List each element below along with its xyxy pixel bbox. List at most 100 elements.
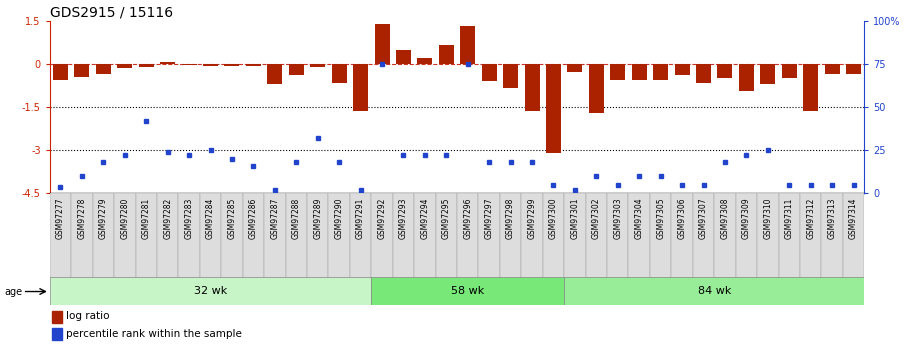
Text: GSM97294: GSM97294 <box>421 197 429 239</box>
Text: GSM97281: GSM97281 <box>142 197 151 239</box>
Bar <box>178 193 200 278</box>
Bar <box>521 193 543 278</box>
Text: GSM97298: GSM97298 <box>506 197 515 239</box>
Bar <box>607 193 628 278</box>
Text: GSM97292: GSM97292 <box>377 197 386 239</box>
Bar <box>92 193 114 278</box>
Text: GSM97307: GSM97307 <box>699 197 708 239</box>
Bar <box>435 193 457 278</box>
Bar <box>736 193 757 278</box>
Bar <box>778 193 800 278</box>
Bar <box>824 64 840 74</box>
Text: GSM97299: GSM97299 <box>528 197 537 239</box>
Bar <box>182 64 196 65</box>
Bar <box>610 64 625 80</box>
Bar <box>286 193 307 278</box>
Text: GSM97302: GSM97302 <box>592 197 601 239</box>
Bar <box>289 64 304 75</box>
Bar <box>50 193 71 278</box>
Text: GSM97283: GSM97283 <box>185 197 194 239</box>
Bar <box>50 277 371 305</box>
Text: 84 wk: 84 wk <box>698 286 731 296</box>
Bar <box>243 193 264 278</box>
Bar <box>628 193 650 278</box>
Bar <box>714 193 736 278</box>
Bar <box>693 193 714 278</box>
Text: GSM97297: GSM97297 <box>485 197 493 239</box>
Bar <box>479 193 500 278</box>
Bar <box>804 64 818 111</box>
Bar <box>136 193 157 278</box>
Bar <box>224 64 240 66</box>
Bar <box>543 193 564 278</box>
Bar <box>718 64 732 78</box>
Text: GSM97289: GSM97289 <box>313 197 322 239</box>
Text: GSM97306: GSM97306 <box>678 197 687 239</box>
Bar <box>396 50 411 64</box>
Bar <box>52 310 62 323</box>
Bar <box>74 64 90 77</box>
Text: GSM97313: GSM97313 <box>828 197 836 239</box>
Bar <box>546 64 561 153</box>
Bar <box>393 193 414 278</box>
Text: percentile rank within the sample: percentile rank within the sample <box>66 329 242 338</box>
Text: GSM97282: GSM97282 <box>163 197 172 239</box>
Text: GSM97284: GSM97284 <box>206 197 215 239</box>
Bar <box>500 193 521 278</box>
Bar <box>157 193 178 278</box>
Text: GSM97311: GSM97311 <box>785 197 794 239</box>
Text: GSM97310: GSM97310 <box>763 197 772 239</box>
Text: GSM97280: GSM97280 <box>120 197 129 239</box>
Text: GSM97279: GSM97279 <box>99 197 108 239</box>
Bar <box>71 193 92 278</box>
Bar <box>461 26 475 64</box>
Bar <box>310 64 325 67</box>
Text: GSM97308: GSM97308 <box>720 197 729 239</box>
Bar <box>439 45 453 64</box>
Text: 58 wk: 58 wk <box>451 286 484 296</box>
Text: GSM97312: GSM97312 <box>806 197 815 239</box>
Bar <box>114 193 136 278</box>
Bar <box>118 64 132 68</box>
Bar <box>353 64 368 111</box>
Bar <box>350 193 371 278</box>
Bar <box>417 58 433 64</box>
Bar <box>567 64 583 72</box>
Bar <box>760 64 776 84</box>
Bar <box>653 64 668 80</box>
Bar <box>564 193 586 278</box>
Bar <box>307 193 329 278</box>
Text: GSM97305: GSM97305 <box>656 197 665 239</box>
Bar <box>371 277 564 305</box>
Text: GSM97314: GSM97314 <box>849 197 858 239</box>
Bar <box>822 193 843 278</box>
Text: GSM97291: GSM97291 <box>356 197 365 239</box>
Text: age: age <box>5 287 23 296</box>
Bar <box>203 64 218 66</box>
Bar <box>414 193 435 278</box>
Bar <box>503 64 518 88</box>
Bar <box>757 193 778 278</box>
Bar <box>586 193 607 278</box>
Bar <box>738 64 754 91</box>
Bar <box>672 193 693 278</box>
Bar <box>52 328 62 340</box>
Bar <box>331 64 347 82</box>
Bar <box>696 64 711 82</box>
Bar <box>846 64 861 74</box>
Bar <box>221 193 243 278</box>
Bar <box>138 64 154 67</box>
Bar <box>564 277 864 305</box>
Text: GSM97278: GSM97278 <box>78 197 86 239</box>
Bar <box>53 64 68 80</box>
Text: GSM97288: GSM97288 <box>291 197 300 239</box>
Bar <box>200 193 221 278</box>
Text: GSM97301: GSM97301 <box>570 197 579 239</box>
Text: log ratio: log ratio <box>66 312 110 321</box>
Text: GDS2915 / 15116: GDS2915 / 15116 <box>50 6 173 20</box>
Bar <box>632 64 647 80</box>
Text: GSM97293: GSM97293 <box>399 197 408 239</box>
Text: GSM97295: GSM97295 <box>442 197 451 239</box>
Bar <box>375 24 389 64</box>
Text: GSM97286: GSM97286 <box>249 197 258 239</box>
